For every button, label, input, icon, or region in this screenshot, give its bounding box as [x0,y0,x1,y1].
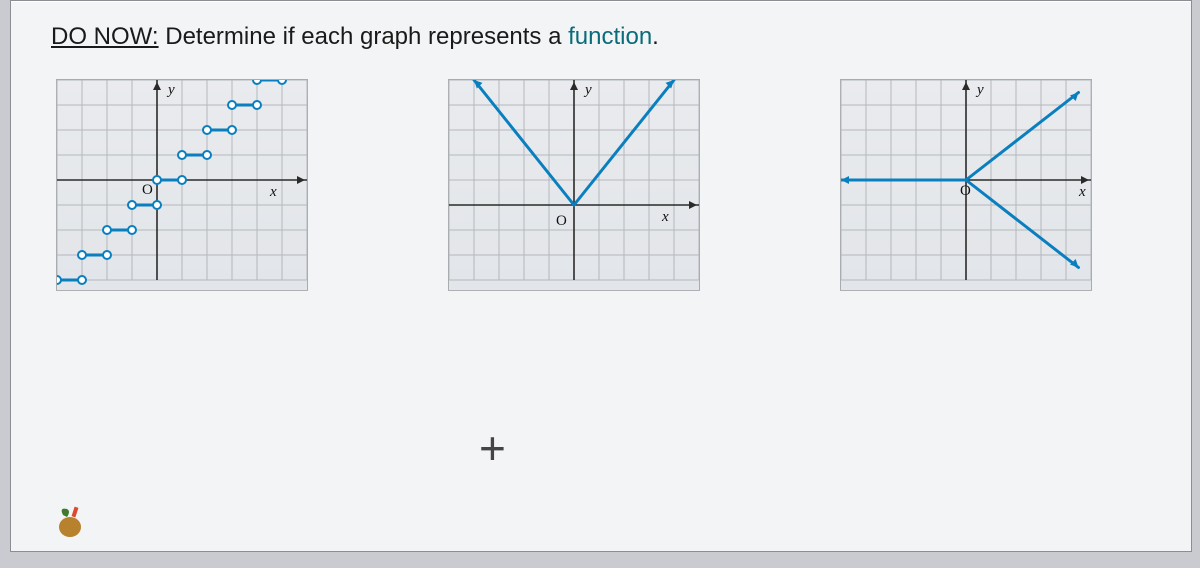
svg-text:O: O [556,213,567,229]
instruction-tail: . [652,23,659,50]
worksheet-page: DO NOW: Determine if each graph represen… [10,0,1192,552]
graph-1: y x O [56,79,308,291]
instruction-lead: DO NOW: [51,23,159,50]
svg-text:y: y [166,82,175,98]
graph-2: y x O [448,79,700,291]
instruction-highlight: function [568,23,652,50]
graphs-row: y x O y x O y x O [56,79,1092,291]
corner-decoration [49,501,91,537]
viewport: DO NOW: Determine if each graph represen… [0,0,1200,568]
svg-text:O: O [142,182,153,198]
svg-text:x: x [1078,184,1086,200]
svg-text:x: x [661,209,669,225]
pear-icon [49,501,91,537]
svg-text:y: y [975,82,984,98]
plus-icon[interactable]: + [479,421,506,475]
svg-text:O: O [960,183,971,199]
instruction-rest: Determine if each graph represents a [159,23,569,50]
svg-text:x: x [269,184,277,200]
instruction-line: DO NOW: Determine if each graph represen… [51,23,659,51]
graph-3: y x O [840,79,1092,291]
svg-text:y: y [583,82,592,98]
